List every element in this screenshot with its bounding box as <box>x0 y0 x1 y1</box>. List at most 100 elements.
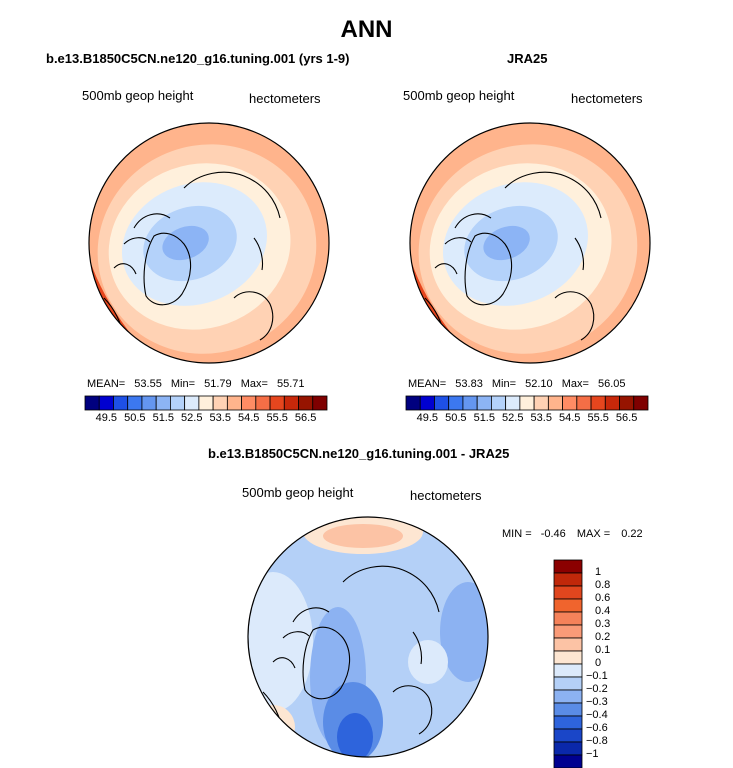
diff-colorbar-swatch <box>553 715 583 730</box>
panel-1-siberia-coast <box>183 171 281 219</box>
diff-colorbar-swatch <box>553 663 583 678</box>
panel-1-colorbar-swatch <box>198 395 214 411</box>
panel-1-colorbar-swatch <box>170 395 186 411</box>
panel-2-colorbar <box>405 395 649 411</box>
panel-2-archipelago-outline <box>434 213 492 275</box>
panel-2-coast-segment <box>574 237 585 271</box>
diff-colorbar-tick-label: 0.2 <box>595 631 611 643</box>
diff-colorbar-swatch <box>553 559 583 574</box>
panel-1-colorbar-labels: 49.5 50.5 51.5 52.5 53.5 54.5 55.5 56.5 <box>85 412 327 426</box>
panel-2-colorbar-swatch <box>633 395 649 411</box>
diff-colorbar-tick-label: −0.1 <box>586 670 608 682</box>
panel-1-coast-segment <box>253 237 264 271</box>
panel-1-colorbar-tick-label: 55.5 <box>266 412 288 424</box>
panel-1-mean-label: MEAN= <box>87 378 126 390</box>
panel-1-colorbar-tick-label: 54.5 <box>237 412 260 424</box>
diff-colorbar <box>553 559 583 768</box>
panel-1-archipelago-outline <box>113 213 171 275</box>
panel-2-greenland-outline <box>464 232 513 306</box>
panel-2-map-border <box>409 122 651 364</box>
diff-colorbar-swatch <box>553 728 583 743</box>
panel-2-mean-label: MEAN= <box>408 378 447 390</box>
diff-coast-segment <box>412 631 423 665</box>
panel-1-colorbar-tick-label: 51.5 <box>152 412 174 424</box>
panel-1-units: hectometers <box>249 91 321 106</box>
panel-1-min-label: Min= <box>170 378 196 390</box>
diff-colorbar-tick-label: −0.3 <box>586 696 608 708</box>
diff-contour-band <box>248 572 313 712</box>
panel-2-siberia-coast <box>504 171 602 219</box>
panel-1-colorbar-swatch <box>298 395 314 411</box>
panel-1-map-border <box>88 122 330 364</box>
panel-2-colorbar-tick-label: 51.5 <box>473 412 495 424</box>
panel-2-colorbar-swatch <box>434 395 450 411</box>
diff-colorbar-swatch <box>553 624 583 639</box>
diff-contour-band <box>337 713 373 757</box>
diff-colorbar-swatch <box>553 741 583 756</box>
panel-1-colorbar-tick-label: 50.5 <box>124 412 146 424</box>
diff-colorbar-swatch <box>553 689 583 704</box>
diff-contour-band <box>440 582 488 682</box>
diff-colorbar-tick-label: 0.6 <box>595 592 611 604</box>
panel-2-colorbar-swatch <box>604 395 620 411</box>
diff-colorbar-tick-label: −0.2 <box>586 683 608 695</box>
panel-1-colorbar-swatch <box>127 395 143 411</box>
panel-2-colorbar-swatch <box>533 395 549 411</box>
diff-max-label: MAX = <box>576 528 611 540</box>
panel-1-max: 55.71 <box>276 378 305 390</box>
diff-colorbar-tick-label: 0.4 <box>595 605 611 617</box>
panel-2-contour-band <box>483 225 530 261</box>
diff-scandinavia-outline <box>392 685 433 735</box>
panel-2-colorbar-swatch <box>491 395 507 411</box>
diff-colorbar-tick-label: 0.8 <box>595 579 611 591</box>
diff-panel-minmax: MIN = -0.46 MAX = 0.22 <box>502 528 643 540</box>
panel-1-colorbar-tick-label: 53.5 <box>209 412 231 424</box>
diff-colorbar-swatch <box>553 650 583 665</box>
diff-panel-variable: 500mb geop height <box>242 485 354 500</box>
diff-colorbar-tick-label: 0.3 <box>595 618 611 630</box>
panel-2-colorbar-swatch <box>419 395 435 411</box>
panel-1-colorbar-tick-label: 52.5 <box>181 412 203 424</box>
panel-1-colorbar-swatch <box>84 395 100 411</box>
panel-2-scandinavia-outline <box>554 291 595 341</box>
diff-colorbar-swatch <box>553 754 583 768</box>
panel-2-colorbar-swatch <box>547 395 563 411</box>
panel-2-colorbar-tick-label: 49.5 <box>416 412 439 424</box>
diff-colorbar-tick-label: 1 <box>595 566 602 578</box>
panel-2-colorbar-swatch <box>519 395 535 411</box>
panel-1-colorbar-tick-label: 56.5 <box>294 412 317 424</box>
page-title: ANN <box>340 16 393 43</box>
diff-greenland-outline <box>302 626 351 700</box>
panel-2-colorbar-swatch <box>562 395 578 411</box>
panel-2-colorbar-tick-label: 54.5 <box>558 412 581 424</box>
panel-1-contour-band <box>162 225 209 261</box>
diff-panel-units: hectometers <box>410 488 482 503</box>
panel-1-colorbar-tick-label: 49.5 <box>95 412 118 424</box>
panel-2-variable: 500mb geop height <box>403 88 515 103</box>
panel-1-variable: 500mb geop height <box>82 88 194 103</box>
diff-colorbar-tick-label: 0 <box>595 657 602 669</box>
diff-contour-band <box>323 524 403 548</box>
panel-1-greenland-outline <box>143 232 192 306</box>
diff-coastlines <box>262 565 440 735</box>
diff-colorbar-labels: 1 0.8 0.6 0.4 0.3 0.2 0.1 0 −0.1 −0.2 −0.3 −0.4 −0.6… <box>586 560 646 768</box>
panel-2-colorbar-labels: 49.5 50.5 51.5 52.5 53.5 54.5 55.5 56.5 <box>406 412 648 426</box>
panel-2-polar-map <box>409 122 651 364</box>
diff-colorbar-swatch <box>553 637 583 652</box>
panel-2-min: 52.10 <box>525 378 553 390</box>
panel-1-colorbar-swatch <box>141 395 157 411</box>
panel-2-stats: MEAN= 53.83 Min= 52.10 Max= 56.05 <box>408 378 626 390</box>
panel-2-max-label: Max= <box>561 378 589 390</box>
panel-2-colorbar-swatch <box>590 395 606 411</box>
panel-2-colorbar-tick-label: 56.5 <box>615 412 638 424</box>
panel-1-stats: MEAN= 53.55 Min= 51.79 Max= 55.71 <box>87 378 305 390</box>
diff-colorbar-tick-label: −0.4 <box>586 709 608 721</box>
diff-colorbar-tick-label: −1 <box>586 748 599 760</box>
panel-1-colorbar-swatch <box>155 395 171 411</box>
diff-colorbar-swatch <box>553 572 583 587</box>
diff-archipelago-outline <box>272 607 330 669</box>
panel-1-colorbar-swatch <box>98 395 114 411</box>
panel-2-colorbar-swatch <box>462 395 478 411</box>
diff-map-border <box>247 516 489 758</box>
diff-max: 0.22 <box>621 528 643 540</box>
